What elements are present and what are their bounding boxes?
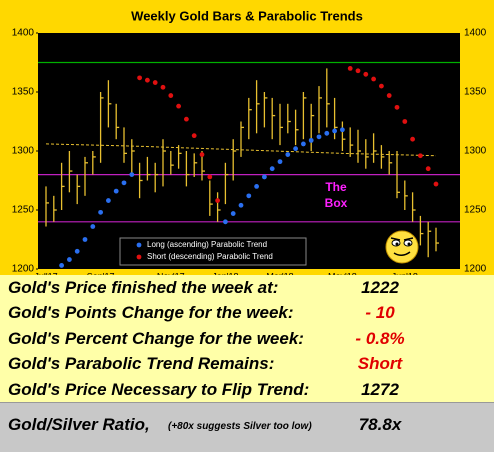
trend-dot	[425, 166, 431, 172]
x-tick-label: Jul'17	[34, 271, 57, 275]
trend-dot	[379, 83, 384, 89]
trend-dot	[285, 152, 291, 157]
trend-dot	[145, 77, 150, 83]
table-row: Gold's Price finished the week at: 1222	[0, 275, 494, 300]
x-tick-label: Nov'17	[157, 271, 185, 275]
trend-dot	[129, 172, 135, 178]
x-tick-label: May'18	[328, 271, 357, 275]
trend-dot	[137, 75, 143, 81]
y-tick-label: 1400	[12, 28, 35, 39]
row-value: 1272	[361, 379, 399, 399]
trend-dot	[199, 152, 205, 157]
trend-dot	[106, 198, 111, 203]
smiley	[385, 230, 419, 264]
row-label: Gold's Price finished the week at:	[8, 278, 279, 297]
annotation: The	[325, 180, 347, 194]
row-label: Gold's Percent Change for the week:	[8, 328, 304, 348]
row-label: Gold's Points Change for the week:	[8, 303, 294, 323]
trend-dot	[262, 174, 267, 180]
x-tick-label: Mar'18	[266, 271, 293, 275]
ratio-row: Gold/Silver Ratio, (+80x suggests Silver …	[0, 401, 494, 452]
trend-dot	[386, 93, 392, 98]
trend-dot	[160, 84, 166, 90]
table-row: Gold's Points Change for the week: - 10	[0, 300, 494, 325]
trend-dot	[355, 68, 361, 74]
y2-tick-label: 1250	[464, 205, 487, 216]
row-label: Gold's Parabolic Trend Remains:	[8, 354, 275, 374]
x-tick-label: Jan'18	[212, 271, 238, 275]
trend-dot	[293, 146, 298, 152]
trend-dot	[82, 237, 88, 242]
row-value: - 10	[365, 303, 395, 323]
trend-dot	[230, 211, 236, 216]
chart: Weekly Gold Bars & Parabolic Trends 1200…	[0, 0, 494, 275]
trend-dot	[340, 127, 345, 133]
row-value: - 0.8%	[355, 328, 405, 348]
summary-table: Gold's Price finished the week at: 1222 Go…	[0, 275, 494, 452]
trend-dot	[308, 137, 314, 143]
trend-dot	[316, 134, 322, 140]
ratio-label: Gold/Silver Ratio,	[8, 414, 150, 434]
trend-dot	[67, 257, 72, 262]
y-tick-label: 1200	[12, 264, 35, 275]
table-row: Gold's Parabolic Trend Remains: Short	[0, 351, 494, 376]
trend-dot	[113, 188, 119, 194]
trend-dot	[191, 133, 197, 139]
trend-dot	[223, 219, 228, 225]
trend-dot	[332, 128, 337, 134]
trend-dot	[59, 263, 64, 268]
trend-dot	[74, 248, 80, 254]
ratio-value: 78.8x	[358, 414, 402, 434]
y-tick-label: 1350	[12, 87, 35, 98]
annotation: Box	[325, 196, 348, 210]
y2-tick-label: 1350	[464, 87, 487, 98]
legend-box	[119, 237, 307, 266]
trend-dot	[371, 76, 376, 82]
trend-dot	[184, 116, 189, 122]
trend-dot	[347, 66, 353, 71]
trend-dot	[121, 180, 127, 186]
trend-dot	[324, 130, 330, 136]
trend-dot	[176, 103, 182, 109]
trend-dot	[394, 104, 400, 110]
trend-dot	[90, 224, 96, 229]
chart-title: Weekly Gold Bars & Parabolic Trends	[131, 8, 363, 23]
trend-dot	[402, 119, 408, 124]
legend-marker	[136, 254, 142, 260]
trend-dot	[246, 193, 252, 199]
x-tick-label: Jun'18	[392, 271, 418, 275]
trend-dot	[215, 198, 221, 203]
trend-dot	[433, 181, 439, 187]
y2-tick-label: 1300	[464, 146, 487, 157]
row-label: Gold's Price Necessary to Flip Trend:	[8, 379, 310, 399]
x-tick-label: Sep'17	[87, 271, 115, 275]
y2-tick-label: 1400	[464, 28, 487, 39]
row-value: Short	[357, 354, 403, 374]
trend-dot	[363, 71, 369, 77]
trend-dot	[238, 202, 244, 208]
table-row: Gold's Percent Change for the week: - 0.8…	[0, 326, 494, 351]
legend-label: Short (descending) Parabolic Trend	[147, 252, 273, 261]
trend-dot	[207, 174, 213, 180]
table-row: Gold's Price Necessary to Flip Trend: 127…	[0, 377, 494, 402]
trend-dot	[152, 80, 158, 85]
legend-label: Long (ascending) Parabolic Trend	[147, 240, 267, 249]
trend-dot	[168, 93, 174, 98]
row-value: 1222	[361, 278, 399, 297]
trend-dot	[410, 136, 415, 142]
trend-dot	[254, 184, 259, 189]
y-tick-label: 1250	[12, 205, 35, 216]
trend-dot	[277, 159, 283, 165]
trend-dot	[301, 141, 306, 147]
trend-dot	[418, 153, 423, 159]
legend-marker	[136, 242, 142, 248]
trend-dot	[269, 166, 275, 172]
y2-tick-label: 1200	[464, 264, 487, 275]
y-tick-label: 1300	[12, 146, 35, 157]
ratio-note: (+80x suggests Silver too low)	[168, 420, 312, 432]
trend-dot	[98, 209, 103, 215]
